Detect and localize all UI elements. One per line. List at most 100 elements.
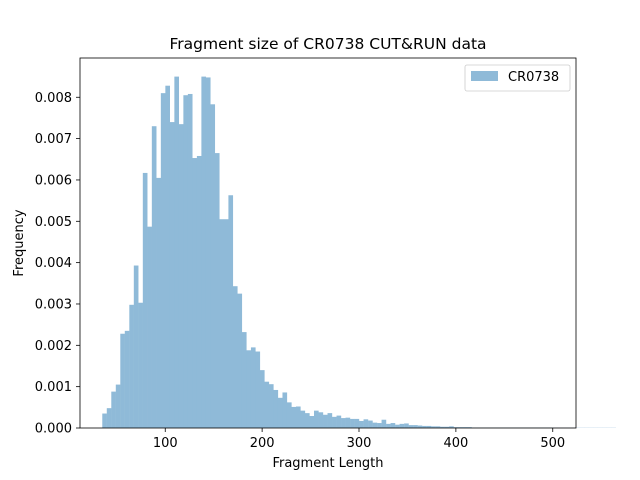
histogram-bar xyxy=(255,351,261,428)
histogram-bar xyxy=(332,416,337,428)
histogram-bar xyxy=(142,172,148,428)
histogram-bar xyxy=(377,423,382,428)
y-tick-label: 0.003 xyxy=(35,297,72,312)
histogram-bar xyxy=(295,406,301,428)
histogram-bar xyxy=(431,426,436,428)
histogram-bar xyxy=(417,425,423,428)
histogram-bar xyxy=(183,95,189,429)
histogram-bar xyxy=(147,226,152,428)
histogram-bar xyxy=(467,427,472,428)
histogram-bar xyxy=(129,304,134,428)
histogram-bar xyxy=(291,406,297,428)
y-tick-label: 0.004 xyxy=(35,256,72,271)
histogram-bar xyxy=(458,427,463,428)
histogram-bar xyxy=(111,391,116,428)
histogram-bar xyxy=(408,425,414,428)
y-tick-label: 0.008 xyxy=(35,91,72,106)
y-tick-label: 0.006 xyxy=(35,173,72,188)
legend-label: CR0738 xyxy=(508,70,559,85)
histogram-bar xyxy=(444,426,450,428)
histogram-bar xyxy=(368,420,373,428)
histogram-bar xyxy=(138,302,143,428)
y-axis-label: Frequency xyxy=(12,209,27,276)
histogram-bar xyxy=(169,122,175,428)
histogram-bar xyxy=(133,265,139,428)
histogram-bar xyxy=(390,423,396,428)
histogram-bar xyxy=(174,76,180,428)
histogram-bar xyxy=(395,424,400,428)
histogram-bar xyxy=(205,77,211,429)
histogram-bar xyxy=(363,419,369,428)
histogram-bar xyxy=(120,333,125,428)
histogram-bar xyxy=(268,384,274,428)
histogram-bar xyxy=(300,410,306,428)
histogram-bar xyxy=(232,286,238,428)
x-tick-label: 100 xyxy=(153,436,178,451)
histogram-bar xyxy=(273,389,279,428)
histogram-bar xyxy=(386,423,391,428)
y-axis-ticks: 0.000 0.001 0.002 0.003 0.004 0.005 0.006 0.007… xyxy=(35,91,80,437)
x-tick-label: 500 xyxy=(540,436,565,451)
histogram-bar xyxy=(214,153,220,428)
histogram-bar xyxy=(259,370,265,428)
histogram-bar xyxy=(106,408,112,428)
histogram-bar xyxy=(264,381,270,428)
x-axis-label: Fragment Length xyxy=(272,456,383,471)
histogram-bar xyxy=(223,219,229,428)
histogram-bar xyxy=(462,427,468,428)
histogram-bar xyxy=(323,414,328,428)
histogram-bar xyxy=(354,418,360,428)
histogram-bar xyxy=(277,397,283,428)
y-tick-label: 0.001 xyxy=(35,380,72,395)
histogram-bar xyxy=(350,418,355,428)
histogram-bar xyxy=(372,422,378,428)
histogram-bar xyxy=(413,425,418,428)
histogram-bar xyxy=(426,425,432,428)
histogram-bar xyxy=(151,126,157,429)
y-tick-label: 0.000 xyxy=(35,422,72,437)
x-tick-label: 400 xyxy=(443,436,468,451)
chart-title: Fragment size of CR0738 CUT&RUN data xyxy=(169,35,486,53)
histogram-bar xyxy=(345,417,351,428)
histogram-bar xyxy=(314,410,319,428)
histogram-bar xyxy=(286,402,292,428)
histogram-bar xyxy=(250,347,256,428)
histogram-bar xyxy=(241,332,247,428)
histogram-bar xyxy=(165,85,170,428)
bars-layer xyxy=(102,76,616,429)
y-tick-label: 0.002 xyxy=(35,339,72,354)
histogram-bar xyxy=(124,330,130,428)
x-axis-ticks: 100 200 300 400 500 xyxy=(153,428,565,451)
legend: CR0738 xyxy=(464,64,571,92)
histogram-bar xyxy=(246,350,252,428)
histogram-bar xyxy=(115,384,121,428)
histogram-bar xyxy=(309,416,315,428)
histogram-bar xyxy=(440,426,445,428)
histogram-bar xyxy=(228,195,234,428)
histogram-bar xyxy=(160,93,166,428)
histogram-bar xyxy=(237,293,243,428)
histogram-bar xyxy=(196,155,202,429)
histogram-bar xyxy=(453,427,459,428)
histogram-bar xyxy=(187,93,193,428)
x-tick-label: 300 xyxy=(347,436,372,451)
histogram-bar xyxy=(341,418,346,428)
histogram-bar xyxy=(435,426,441,428)
y-tick-label: 0.005 xyxy=(35,215,72,230)
histogram-bar xyxy=(192,158,198,429)
histogram-bar xyxy=(336,415,342,428)
histogram-bar xyxy=(318,412,324,428)
y-tick-label: 0.007 xyxy=(35,132,72,147)
histogram-bar xyxy=(282,392,288,428)
plot-frame xyxy=(79,57,577,429)
histogram-bar xyxy=(399,423,405,428)
histogram-bar xyxy=(201,76,207,428)
histogram-bar xyxy=(422,425,427,428)
histogram-bar xyxy=(381,419,387,428)
histogram-bar xyxy=(404,423,409,428)
histogram-bar xyxy=(178,124,184,429)
histogram-bar xyxy=(210,104,216,429)
x-tick-label: 200 xyxy=(250,436,275,451)
